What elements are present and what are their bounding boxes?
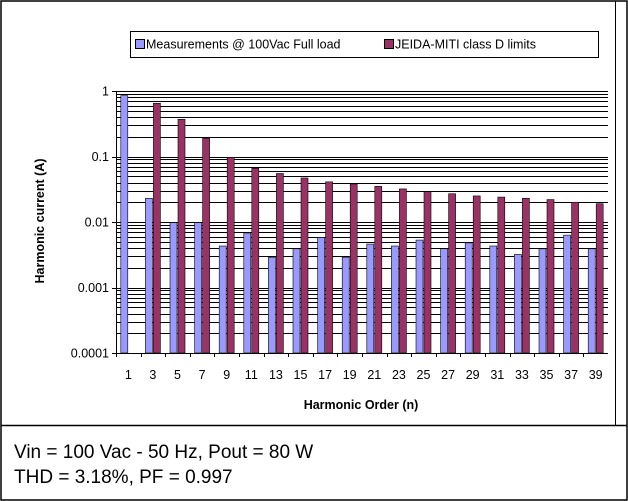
y-tick-label: 0.001 — [78, 281, 109, 295]
legend-swatch-limits — [384, 39, 394, 49]
bar-limit-15 — [300, 177, 309, 354]
legend-label-limits: JEIDA-MITI class D limits — [395, 38, 536, 52]
y-tick-label: 0.1 — [92, 150, 109, 164]
x-tick-label: 7 — [199, 368, 206, 382]
bar-measurement-35 — [538, 248, 547, 354]
bar-limit-21 — [374, 186, 383, 354]
axes — [112, 91, 608, 357]
bars — [120, 95, 604, 354]
bar-limit-9 — [226, 157, 235, 354]
bar-measurement-19 — [341, 256, 350, 354]
x-tick-label: 13 — [269, 368, 283, 382]
bar-measurement-27 — [440, 248, 448, 354]
x-tick-label: 1 — [125, 368, 132, 382]
y-tick-label: 0.01 — [85, 216, 109, 230]
x-tick-label: 23 — [392, 368, 406, 382]
bar-limit-27 — [448, 193, 456, 354]
caption-line-1: Vin = 100 Vac - 50 Hz, Pout = 80 W — [14, 442, 314, 463]
bar-limit-39 — [595, 203, 604, 354]
bar-limit-11 — [251, 168, 260, 354]
bar-limit-17 — [325, 181, 333, 354]
bar-measurement-23 — [391, 245, 399, 354]
bar-limit-35 — [546, 199, 555, 354]
bar-limit-31 — [497, 196, 506, 354]
x-tick-label: 9 — [223, 368, 230, 382]
bar-measurement-5 — [169, 222, 178, 354]
bar-limit-3 — [153, 102, 161, 354]
bar-limit-5 — [177, 118, 186, 354]
bar-measurement-33 — [514, 254, 522, 354]
x-tick-label: 31 — [490, 368, 504, 382]
bar-limit-25 — [423, 191, 432, 354]
bar-measurement-13 — [268, 256, 276, 354]
x-tick-label: 39 — [589, 368, 603, 382]
caption-line-2: THD = 3.18%, PF = 0.997 — [14, 467, 233, 488]
x-tick-label: 15 — [294, 368, 308, 382]
x-tick-label: 25 — [417, 368, 431, 382]
y-tick-label: 0.0001 — [71, 347, 109, 361]
bar-limit-33 — [522, 198, 530, 354]
legend-box — [130, 31, 599, 58]
bar-measurement-17 — [317, 237, 325, 354]
x-tick-label: 27 — [441, 368, 455, 382]
bar-measurement-21 — [366, 243, 375, 354]
bar-limit-13 — [276, 173, 284, 354]
legend-label-measurements: Measurements @ 100Vac Full load — [146, 38, 341, 52]
x-tick-label: 19 — [343, 368, 357, 382]
bar-measurement-15 — [292, 248, 301, 354]
x-tick-label: 35 — [540, 368, 554, 382]
x-tick-label: 11 — [245, 368, 258, 382]
x-tick-label: 29 — [466, 368, 480, 382]
x-tick-label: 33 — [515, 368, 529, 382]
y-axis-label: Harmonic current (A) — [33, 158, 47, 283]
legend-swatch-measurements — [135, 39, 145, 49]
gridlines — [116, 91, 608, 354]
y-tick-labels: 0.0001 0.001 0.01 0.1 1 — [71, 85, 109, 361]
legend: Measurements @ 100Vac Full load JEIDA-MI… — [130, 31, 599, 58]
bar-measurement-31 — [489, 245, 498, 354]
bar-measurement-39 — [587, 248, 596, 354]
bar-measurement-25 — [415, 239, 424, 354]
bar-measurement-3 — [145, 198, 153, 354]
x-tick-label: 21 — [367, 368, 381, 382]
bar-limit-23 — [399, 188, 407, 354]
bar-limit-7 — [202, 137, 210, 354]
bar-limit-29 — [472, 195, 481, 354]
bar-measurement-1 — [120, 95, 129, 354]
y-tick-label: 1 — [102, 85, 109, 99]
x-tick-labels: 1 3 5 7 9 11 13 15 17 19 21 23 25 27 29 31 33 35 37 39 — [125, 368, 603, 382]
bar-measurement-29 — [464, 242, 473, 354]
x-axis-label: Harmonic Order (n) — [304, 398, 419, 412]
x-tick-label: 37 — [564, 368, 578, 382]
bar-measurement-37 — [563, 234, 571, 354]
x-tick-label: 5 — [174, 368, 181, 382]
bar-measurement-11 — [243, 232, 252, 354]
bar-measurement-7 — [194, 222, 202, 354]
bar-limit-19 — [349, 183, 358, 354]
x-tick-label: 3 — [149, 368, 156, 382]
bar-limit-37 — [571, 201, 579, 354]
x-tick-label: 17 — [318, 368, 332, 382]
bar-measurement-9 — [218, 245, 227, 354]
